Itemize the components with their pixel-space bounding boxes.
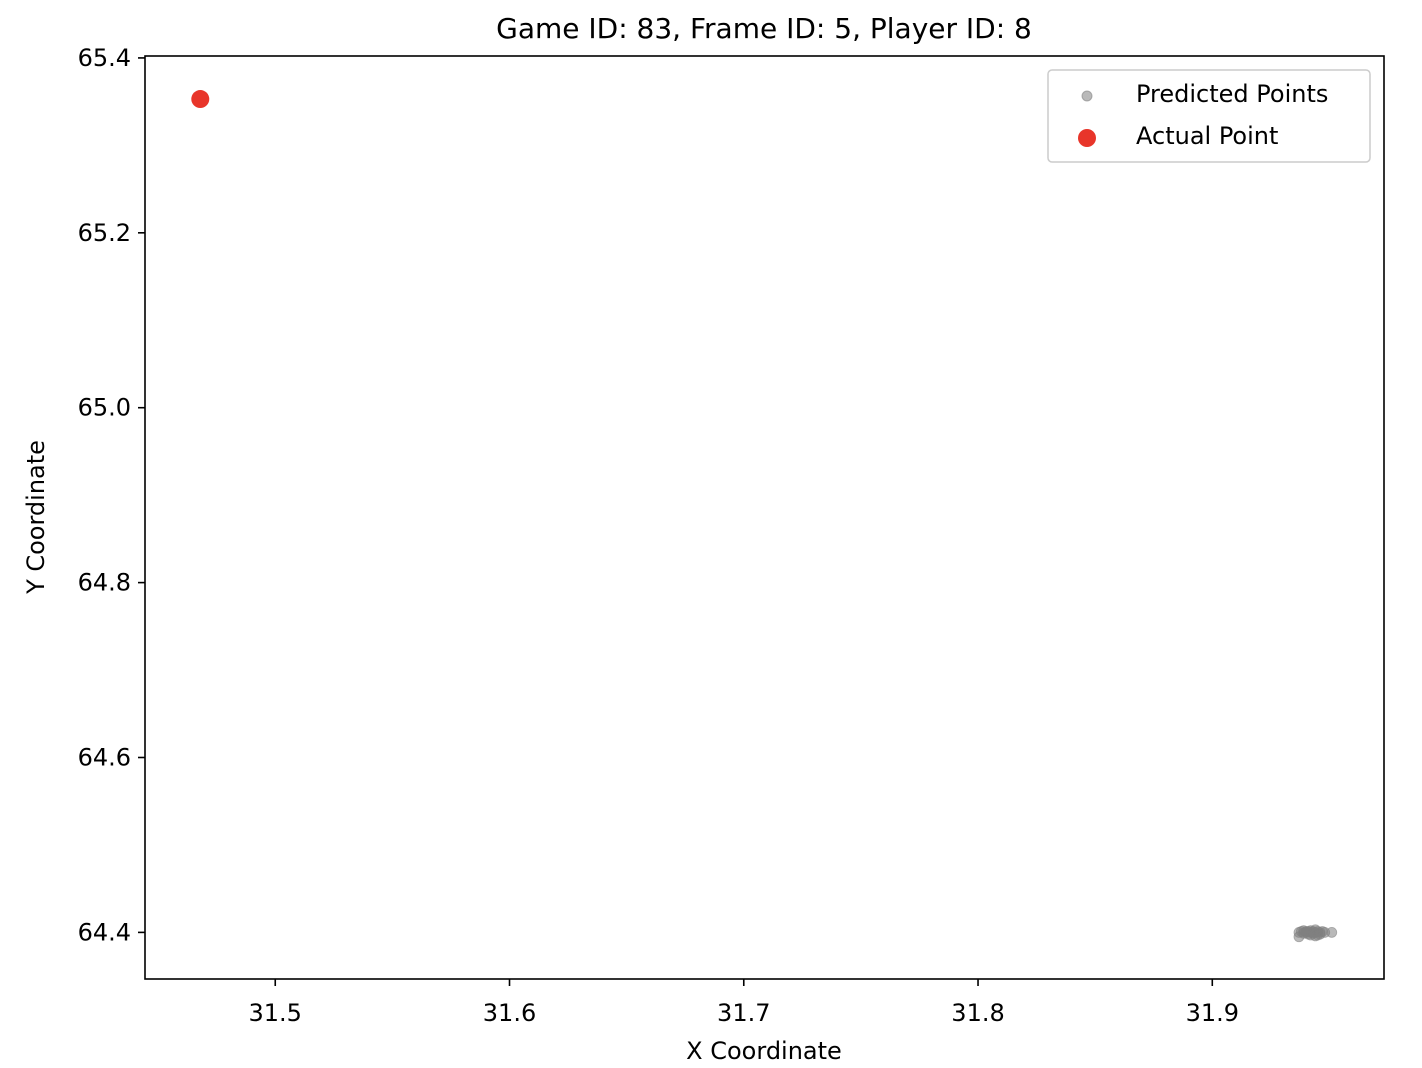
x-axis: 31.5 31.6 31.7 31.8 31.9 — [249, 979, 1239, 1027]
plot-area — [144, 55, 1385, 980]
y-tick-label: 64.8 — [78, 569, 131, 597]
y-tick-label: 65.4 — [78, 44, 131, 72]
y-axis: 64.4 64.6 64.8 65.0 65.2 65.4 — [78, 44, 145, 946]
x-tick-label: 31.7 — [717, 999, 770, 1027]
plot-frame — [144, 55, 1385, 980]
actual-point-series — [191, 90, 210, 109]
legend-label-actual: Actual Point — [1136, 122, 1278, 150]
y-tick-label: 64.4 — [78, 918, 131, 946]
legend-label-predicted: Predicted Points — [1136, 80, 1328, 108]
legend-marker-actual — [1078, 129, 1096, 147]
y-tick-label: 64.6 — [78, 743, 131, 771]
legend-marker-predicted — [1081, 90, 1093, 102]
legend: Predicted Points Actual Point — [1047, 69, 1371, 163]
y-tick-label: 65.2 — [78, 219, 131, 247]
x-tick-label: 31.8 — [951, 999, 1004, 1027]
predicted-point — [1326, 926, 1338, 938]
chart-title: Game ID: 83, Frame ID: 5, Player ID: 8 — [496, 12, 1032, 45]
x-tick-label: 31.9 — [1186, 999, 1239, 1027]
actual-point — [191, 90, 210, 109]
x-tick-label: 31.6 — [483, 999, 536, 1027]
y-axis-label: Y Coordinate — [22, 440, 50, 595]
legend-box — [1047, 69, 1371, 163]
y-tick-label: 65.0 — [78, 394, 131, 422]
x-axis-label: X Coordinate — [686, 1037, 842, 1065]
x-tick-label: 31.5 — [249, 999, 302, 1027]
predicted-points-series — [1293, 924, 1338, 943]
predicted-point — [1305, 929, 1317, 941]
